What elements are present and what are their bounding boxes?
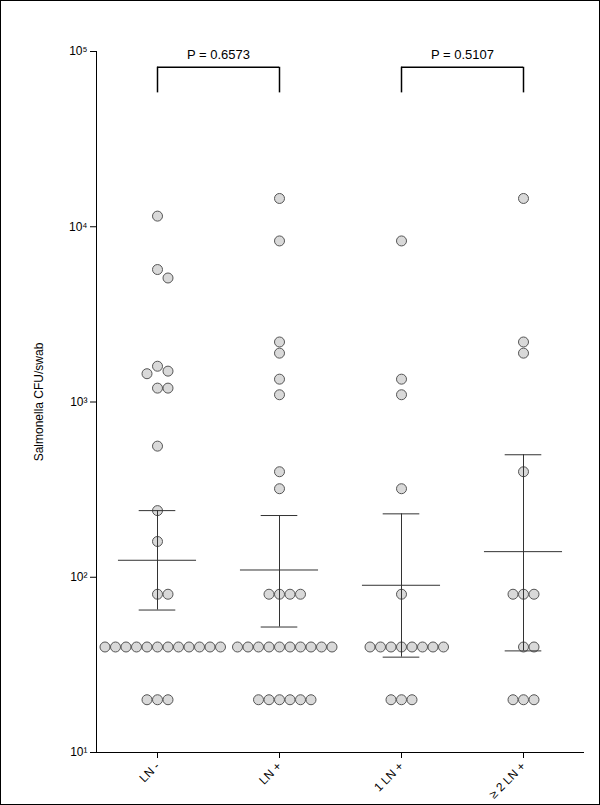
- svg-text:10⁴: 10⁴: [69, 220, 88, 234]
- svg-text:10²: 10²: [70, 570, 87, 584]
- svg-text:10¹: 10¹: [70, 745, 87, 759]
- svg-text:LN +: LN +: [256, 759, 284, 787]
- svg-text:≥ 2 LN +: ≥ 2 LN +: [486, 759, 528, 801]
- svg-text:P = 0.5107: P = 0.5107: [431, 47, 494, 62]
- svg-text:10³: 10³: [70, 395, 87, 409]
- svg-text:1 LN +: 1 LN +: [371, 759, 406, 794]
- svg-text:10⁵: 10⁵: [69, 44, 87, 58]
- svg-text:P = 0.6573: P = 0.6573: [187, 47, 250, 62]
- svg-text:LN -: LN -: [136, 759, 162, 785]
- svg-text:Salmonella CFU/swab: Salmonella CFU/swab: [32, 342, 46, 461]
